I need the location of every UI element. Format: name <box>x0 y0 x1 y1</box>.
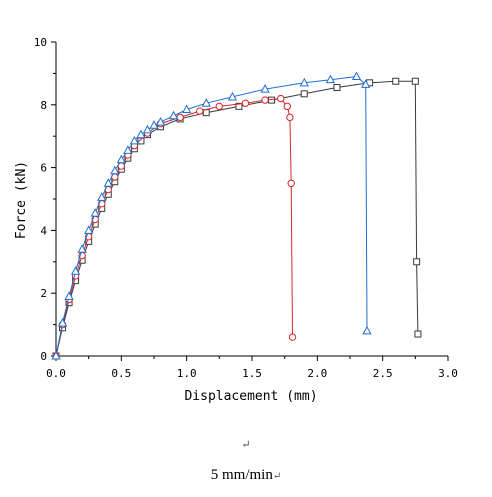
return-mark: ↵ <box>272 471 282 482</box>
series-line <box>55 97 293 357</box>
y-tick-label: 2 <box>40 287 47 300</box>
data-point <box>84 225 94 234</box>
data-point <box>57 317 68 327</box>
data-point <box>182 104 192 114</box>
y-tick-label: 0 <box>40 350 47 363</box>
data-point <box>103 178 113 187</box>
data-point <box>235 102 243 110</box>
data-point <box>277 94 285 103</box>
data-point <box>129 135 140 145</box>
data-point <box>333 84 341 92</box>
x-tick-label: 0.0 <box>46 367 66 380</box>
data-point <box>51 350 61 360</box>
y-tick-label: 10 <box>34 36 47 49</box>
data-point <box>414 330 422 338</box>
data-point <box>77 244 87 253</box>
axes: 0.0 0.5 1.0 1.5 2.0 2.5 3.0 0 2 4 6 8 10 <box>34 36 458 380</box>
y-axis-label: Force (kN) <box>14 161 29 239</box>
series-line <box>55 75 368 357</box>
x-tick-label: 3.0 <box>438 367 458 380</box>
series-line <box>55 80 419 357</box>
data-point <box>351 71 362 81</box>
figure-caption: 5 mm/min↵ <box>0 467 492 484</box>
data-point <box>202 109 210 117</box>
y-tick-label: 6 <box>40 162 47 175</box>
data-point <box>97 192 107 201</box>
data-point <box>362 325 372 335</box>
data-point <box>227 91 238 101</box>
data-point <box>90 208 100 217</box>
data-point <box>201 98 211 107</box>
data-point <box>70 266 81 275</box>
data-point <box>196 107 204 115</box>
series-triangle <box>51 71 372 360</box>
data-point <box>325 74 336 84</box>
y-tick-label: 8 <box>40 99 47 112</box>
y-tick-label: 4 <box>40 224 47 237</box>
data-point <box>411 77 419 85</box>
x-tick-label: 2.0 <box>307 367 327 380</box>
data-point <box>260 84 270 93</box>
data-point <box>142 124 153 134</box>
data-point <box>299 77 309 87</box>
x-axis-label: Displacement (mm) <box>184 389 317 404</box>
data-point <box>286 113 294 122</box>
data-point <box>215 102 224 111</box>
data-point <box>392 77 400 85</box>
caption-text: 5 mm/min <box>210 467 273 483</box>
data-point <box>288 333 297 341</box>
paragraph-mark: ↵ <box>241 439 251 451</box>
data-point <box>283 102 291 111</box>
x-tick-label: 0.5 <box>111 367 131 380</box>
x-tick-label: 1.5 <box>242 367 262 380</box>
data-point <box>149 120 159 129</box>
data-point <box>136 129 146 139</box>
data-point <box>300 90 308 98</box>
data-point <box>110 165 120 175</box>
data-point <box>123 145 133 154</box>
x-tick-label: 1.0 <box>177 367 197 380</box>
data-point <box>176 113 184 122</box>
data-point <box>155 117 166 126</box>
data-point <box>361 79 371 88</box>
data-point <box>241 99 250 107</box>
x-tick-label: 2.5 <box>373 367 393 380</box>
data-point <box>287 179 295 188</box>
data-point <box>168 110 179 120</box>
series-layer <box>51 71 422 360</box>
data-point <box>261 96 269 104</box>
data-point <box>64 291 74 300</box>
data-point <box>413 258 421 266</box>
series-circle <box>52 94 297 360</box>
data-point <box>116 154 126 164</box>
